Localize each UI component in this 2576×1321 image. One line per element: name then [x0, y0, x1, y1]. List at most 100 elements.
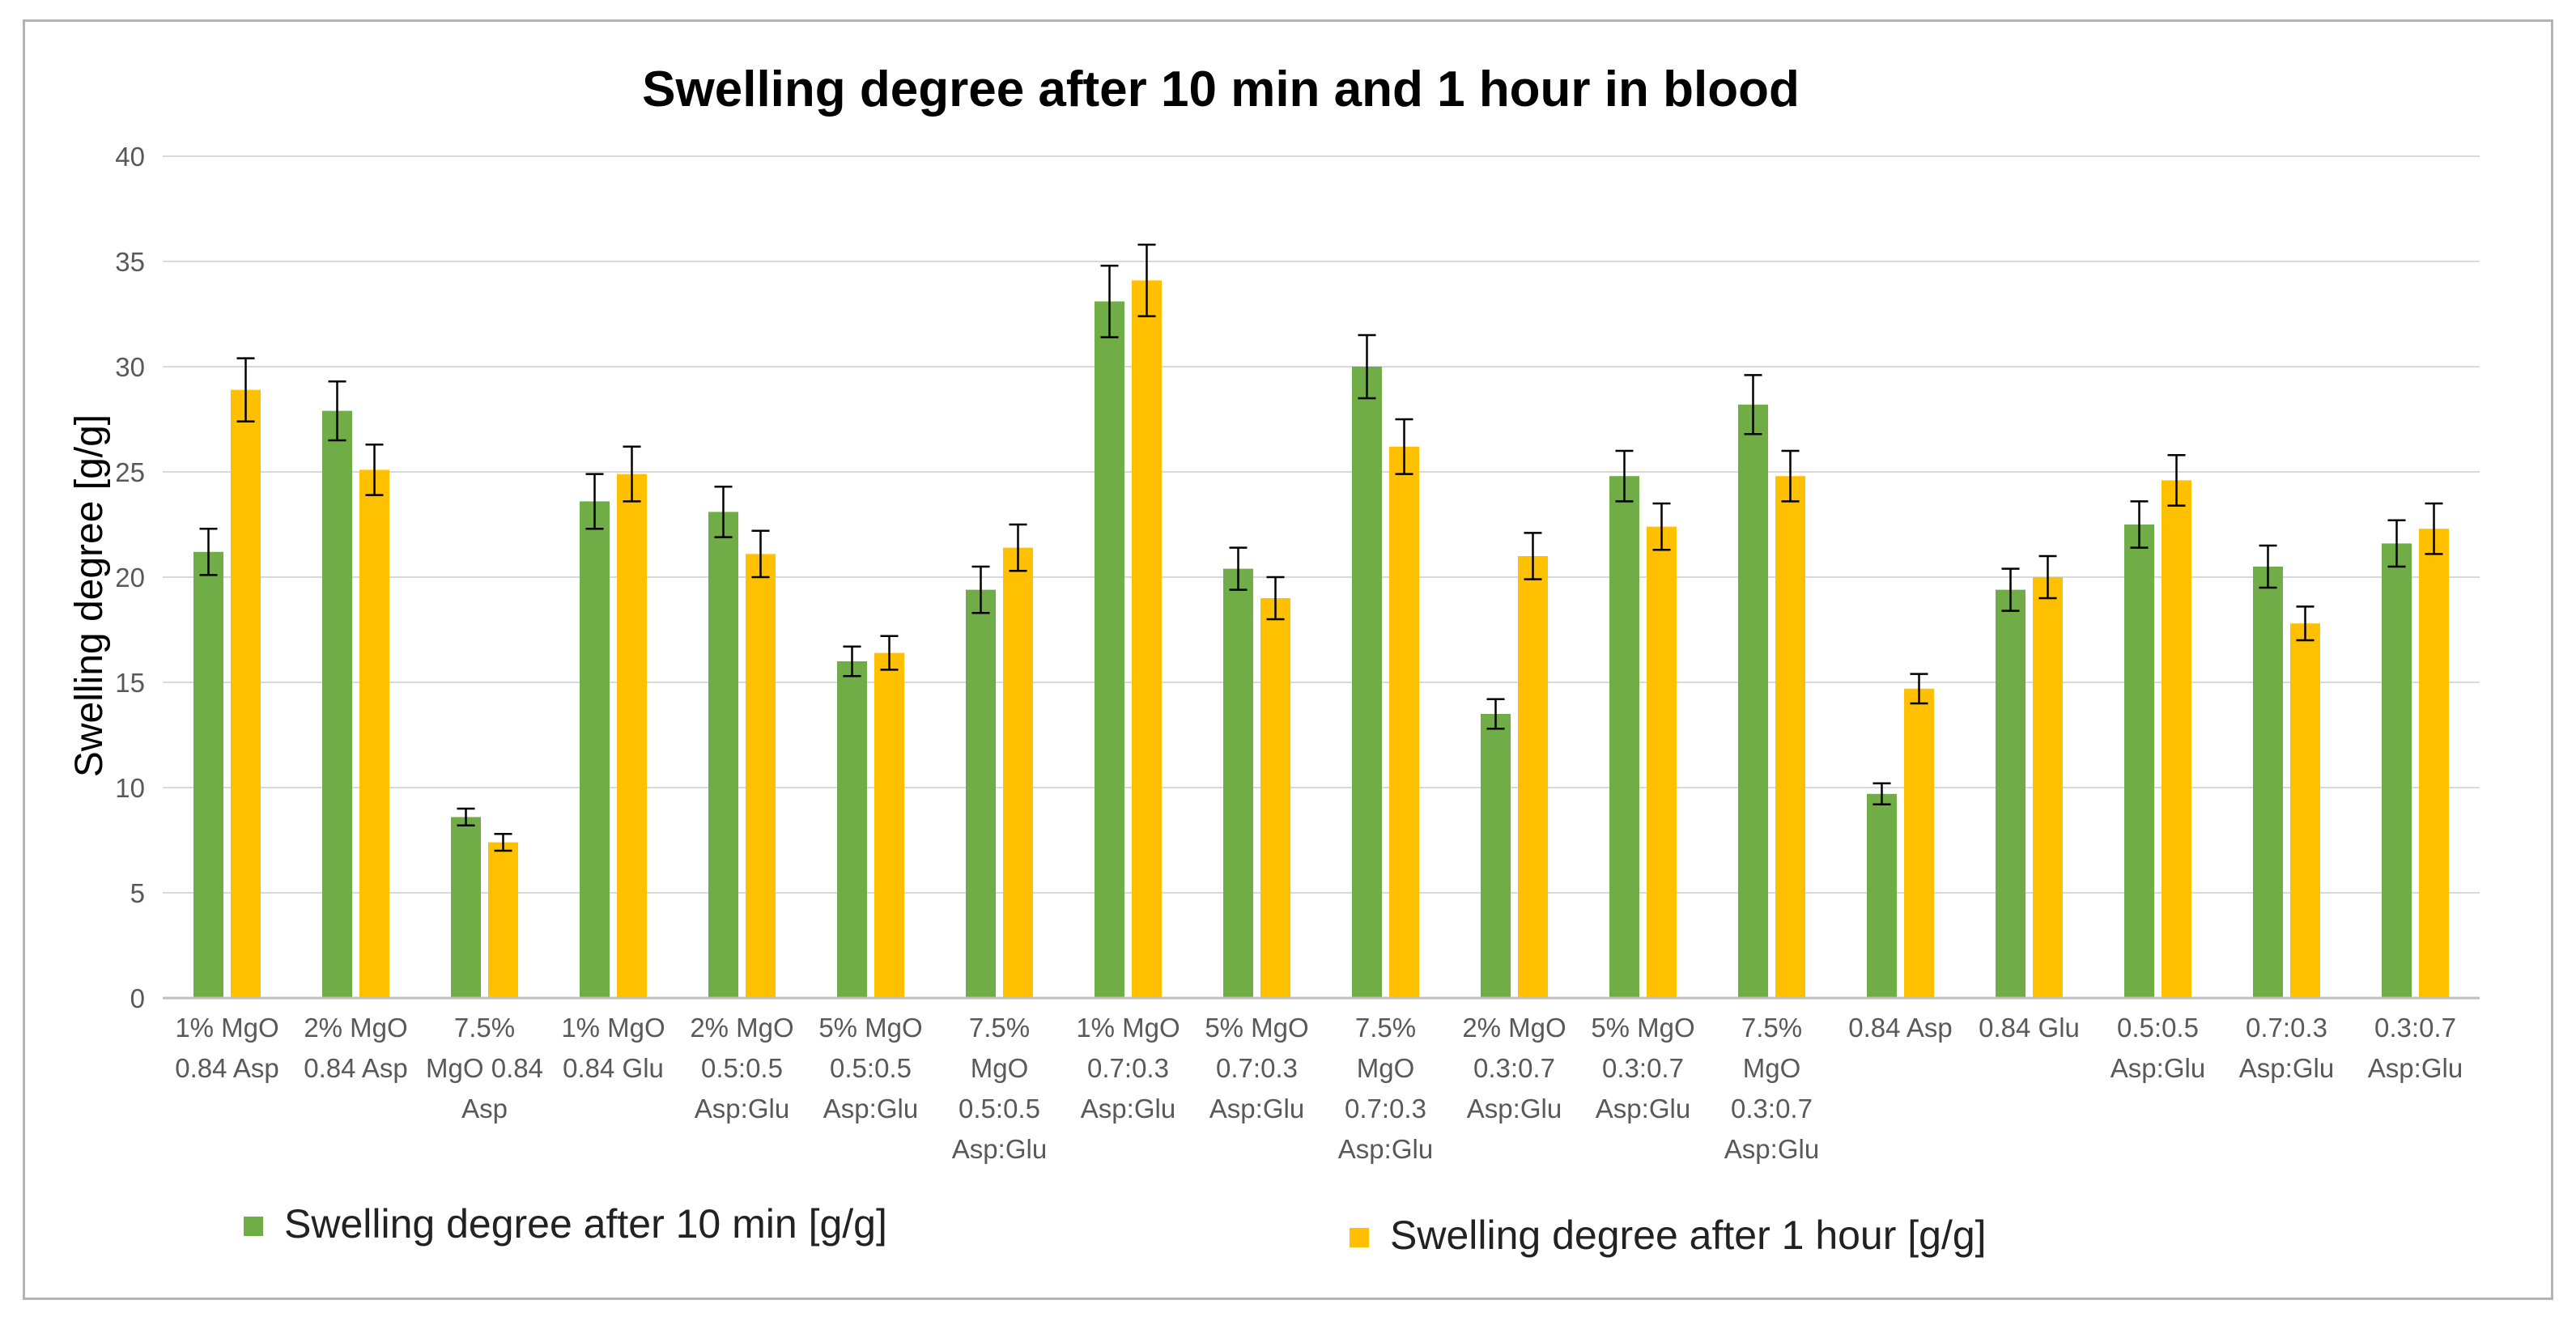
- x-tick-label: 5% MgO 0.5:0.5 Asp:Glu: [818, 1013, 922, 1123]
- x-tick-label: 0.5:0.5 Asp:Glu: [2111, 1013, 2205, 1083]
- x-axis-ticks: 1% MgO 0.84 Asp 2% MgO 0.84 Asp 7.5% MgO 0.84…: [175, 1013, 2463, 1164]
- bar-1hour: [1389, 446, 1419, 998]
- bar-chart: Swelling degree after 10 min and 1 hour …: [68, 62, 2480, 1258]
- bar-1hour: [488, 842, 518, 998]
- error-bar-10min: [2001, 567, 2020, 612]
- bar-10min: [1738, 404, 1768, 998]
- bar-1hour: [2419, 529, 2449, 998]
- y-axis-label: Swelling degree [g/g]: [68, 414, 111, 777]
- error-bar-1hour: [1652, 502, 1671, 551]
- x-tick-label: 2% MgO 0.5:0.5 Asp:Glu: [690, 1013, 793, 1123]
- error-bar-10min: [2259, 544, 2277, 589]
- error-bar-10min: [1100, 264, 1119, 338]
- bar-10min: [1609, 476, 1639, 998]
- error-bar-10min: [971, 565, 990, 614]
- error-bar-10min: [1744, 374, 1762, 435]
- error-bar-1hour: [1009, 523, 1027, 572]
- error-bar-10min: [843, 645, 861, 677]
- bar-10min: [837, 661, 867, 998]
- error-bar-10min: [1615, 449, 1634, 503]
- bar-10min: [322, 410, 352, 999]
- error-bars: [199, 243, 2443, 852]
- error-bar-1hour: [2296, 605, 2315, 642]
- bar-10min: [1481, 714, 1511, 998]
- x-tick-label: 5% MgO 0.3:0.7 Asp:Glu: [1591, 1013, 1694, 1123]
- error-bar-1hour: [2167, 453, 2186, 507]
- y-tick-label: 15: [115, 668, 145, 698]
- bar-1hour: [1132, 280, 1162, 998]
- x-tick-label: 0.84 Glu: [1979, 1013, 2080, 1043]
- y-tick-label: 25: [115, 457, 145, 487]
- chart-frame: Swelling degree after 10 min and 1 hour …: [23, 19, 2553, 1300]
- y-tick-label: 10: [115, 773, 145, 803]
- bar-10min: [2382, 543, 2412, 998]
- bars: [193, 280, 2449, 999]
- y-tick-label: 20: [115, 563, 145, 593]
- error-bar-1hour: [751, 529, 770, 579]
- x-tick-label: 7.5% MgO 0.3:0.7 Asp:Glu: [1724, 1013, 1819, 1164]
- bar-1hour: [231, 389, 261, 999]
- error-bar-10min: [328, 380, 346, 442]
- bar-10min: [1223, 568, 1253, 998]
- x-tick-label: 7.5% MgO 0.7:0.3 Asp:Glu: [1338, 1013, 1433, 1164]
- error-bar-1hour: [1524, 532, 1542, 580]
- error-bar-1hour: [1781, 449, 1800, 503]
- legend-label-1hour: Swelling degree after 1 hour [g/g]: [1390, 1213, 1987, 1258]
- y-tick-label: 30: [115, 352, 145, 382]
- x-tick-label: 1% MgO 0.84 Glu: [561, 1013, 665, 1083]
- y-tick-label: 35: [115, 247, 145, 277]
- error-bar-10min: [585, 473, 604, 530]
- bar-10min: [1996, 589, 2026, 998]
- x-tick-label: 0.7:0.3 Asp:Glu: [2239, 1013, 2334, 1083]
- error-bar-10min: [457, 807, 475, 827]
- error-bar-1hour: [2038, 554, 2057, 600]
- error-bar-1hour: [365, 443, 384, 496]
- error-bar-10min: [1872, 782, 1891, 806]
- bar-1hour: [874, 652, 904, 998]
- error-bar-10min: [199, 527, 218, 576]
- x-tick-label: 1% MgO 0.7:0.3 Asp:Glu: [1076, 1013, 1180, 1123]
- bar-10min: [451, 817, 481, 998]
- x-tick-label: 7.5% MgO 0.5:0.5 Asp:Glu: [952, 1013, 1047, 1164]
- gridlines: [163, 155, 2480, 894]
- error-bar-1hour: [1137, 243, 1156, 317]
- error-bar-1hour: [494, 832, 512, 852]
- error-bar-10min: [1486, 698, 1505, 730]
- y-tick-label: 0: [130, 983, 145, 1013]
- bar-10min: [1867, 793, 1897, 998]
- y-tick-label: 40: [115, 142, 145, 172]
- bar-1hour: [617, 474, 647, 998]
- error-bar-10min: [1229, 546, 1248, 591]
- bar-1hour: [1003, 547, 1033, 998]
- error-bar-1hour: [236, 357, 255, 423]
- error-bar-1hour: [2425, 502, 2443, 555]
- chart-title: Swelling degree after 10 min and 1 hour …: [642, 62, 1800, 117]
- bar-1hour: [2033, 577, 2063, 998]
- legend: Swelling degree after 10 min [g/g] Swell…: [244, 1201, 1987, 1258]
- error-bar-1hour: [1266, 576, 1285, 621]
- bar-10min: [1352, 367, 1382, 998]
- error-bar-10min: [2130, 500, 2149, 549]
- bar-10min: [2253, 567, 2283, 998]
- bar-10min: [1095, 301, 1124, 998]
- x-tick-label: 5% MgO 0.7:0.3 Asp:Glu: [1205, 1013, 1308, 1123]
- y-axis-ticks: 0 5 10 15 20 25 30 35 40: [115, 142, 145, 1013]
- bar-1hour: [1647, 526, 1677, 998]
- bar-10min: [2124, 525, 2154, 998]
- error-bar-10min: [714, 485, 733, 538]
- x-tick-label: 2% MgO 0.84 Asp: [304, 1013, 407, 1083]
- error-bar-1hour: [1910, 673, 1928, 705]
- x-tick-label: 7.5% MgO 0.84 Asp: [426, 1013, 543, 1123]
- error-bar-1hour: [1395, 418, 1413, 475]
- error-bar-10min: [2387, 519, 2406, 568]
- bar-1hour: [1260, 598, 1290, 998]
- bar-1hour: [1904, 688, 1934, 998]
- bar-10min: [966, 589, 996, 998]
- x-tick-label: 1% MgO 0.84 Asp: [175, 1013, 278, 1083]
- bar-1hour: [1518, 556, 1548, 998]
- x-tick-label: 2% MgO 0.3:0.7 Asp:Glu: [1462, 1013, 1566, 1123]
- y-tick-label: 5: [130, 878, 145, 908]
- error-bar-10min: [1358, 333, 1376, 400]
- bar-10min: [580, 501, 610, 998]
- x-tick-label: 0.3:0.7 Asp:Glu: [2368, 1013, 2463, 1083]
